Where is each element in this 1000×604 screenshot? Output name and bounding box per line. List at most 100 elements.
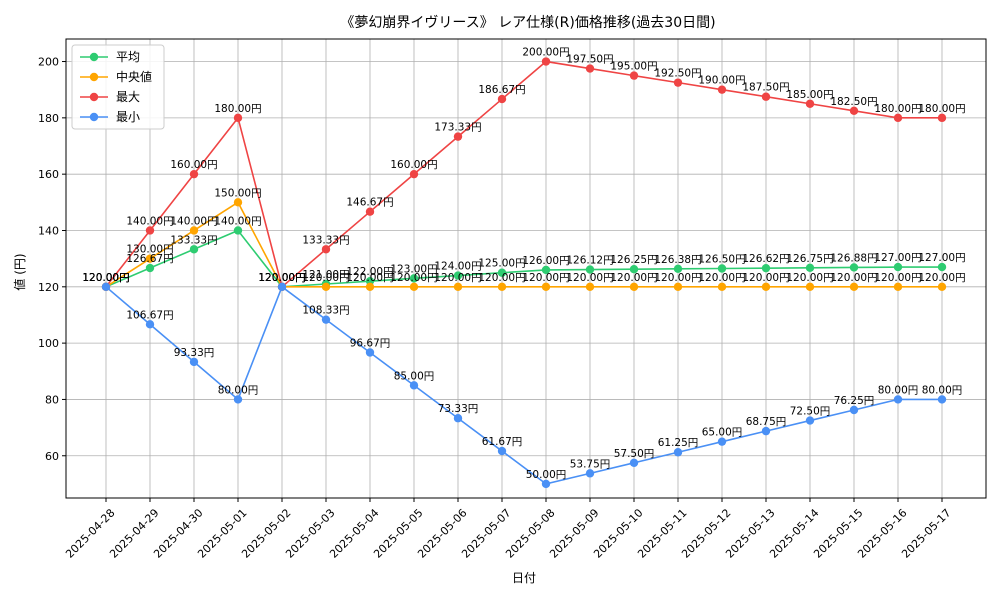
data-label: 80.00円 bbox=[218, 384, 259, 396]
data-label: 121.00円 bbox=[302, 269, 349, 281]
y-tick-label: 180 bbox=[38, 112, 59, 125]
data-label: 126.00円 bbox=[522, 255, 569, 267]
data-point bbox=[321, 282, 331, 292]
data-label: 53.75円 bbox=[570, 458, 611, 470]
data-point bbox=[233, 113, 243, 123]
data-label: 120.00円 bbox=[610, 272, 657, 284]
data-point bbox=[629, 71, 639, 80]
y-tick-label: 80 bbox=[45, 393, 59, 406]
y-tick-label: 120 bbox=[38, 281, 59, 294]
y-tick-label: 200 bbox=[38, 56, 59, 69]
data-label: 73.33円 bbox=[438, 403, 479, 415]
data-point bbox=[937, 395, 947, 404]
data-point bbox=[189, 226, 199, 235]
data-label: 76.25円 bbox=[834, 395, 875, 407]
data-point bbox=[189, 357, 199, 367]
legend-marker bbox=[89, 112, 99, 122]
data-label: 140.00円 bbox=[126, 215, 173, 227]
data-label: 120.00円 bbox=[566, 272, 613, 284]
data-label: 120.00円 bbox=[346, 272, 393, 284]
data-label: 80.00円 bbox=[922, 384, 963, 396]
data-point bbox=[717, 264, 727, 273]
data-point bbox=[893, 262, 903, 272]
data-point bbox=[497, 446, 507, 456]
data-point bbox=[189, 245, 199, 254]
data-point bbox=[673, 78, 683, 87]
y-tick-label: 60 bbox=[45, 450, 59, 463]
y-axis-label: 値 (円) bbox=[12, 253, 27, 290]
data-label: 126.62円 bbox=[742, 253, 789, 265]
data-point bbox=[673, 448, 683, 457]
data-point bbox=[277, 282, 287, 292]
y-tick-label: 100 bbox=[38, 337, 59, 350]
data-point bbox=[937, 282, 947, 292]
data-label: 120.00円 bbox=[698, 272, 745, 284]
data-label: 120.00円 bbox=[258, 272, 305, 284]
data-point bbox=[497, 94, 507, 104]
data-point bbox=[805, 282, 815, 292]
data-point bbox=[321, 245, 331, 254]
data-point bbox=[717, 282, 727, 292]
series-line-3 bbox=[105, 60, 942, 289]
data-point bbox=[761, 92, 771, 101]
series-line-1 bbox=[105, 229, 942, 288]
data-label: 120.00円 bbox=[82, 272, 129, 284]
data-point bbox=[409, 274, 419, 283]
data-label: 120.00円 bbox=[82, 272, 129, 284]
data-point bbox=[145, 226, 155, 235]
data-point bbox=[497, 282, 507, 292]
data-label: 126.88円 bbox=[830, 252, 877, 264]
data-point bbox=[673, 282, 683, 292]
data-label: 123.00円 bbox=[390, 263, 437, 275]
data-label: 120.00円 bbox=[82, 272, 129, 284]
data-label: 120.00円 bbox=[874, 272, 921, 284]
data-point bbox=[585, 64, 595, 73]
grid bbox=[66, 39, 986, 498]
data-point bbox=[717, 85, 727, 94]
data-label: 120.00円 bbox=[654, 272, 701, 284]
data-point bbox=[541, 57, 551, 66]
data-label: 127.00円 bbox=[874, 252, 921, 264]
data-labels: 120.00円126.67円133.33円140.00円120.00円121.0… bbox=[82, 47, 965, 481]
data-point bbox=[629, 282, 639, 292]
data-point bbox=[541, 479, 551, 489]
data-label: 93.33円 bbox=[174, 347, 215, 359]
data-point bbox=[189, 169, 199, 179]
data-label: 180.00円 bbox=[214, 103, 261, 115]
data-label: 65.00円 bbox=[702, 427, 743, 439]
legend-entry: 最大 bbox=[116, 90, 140, 104]
data-label: 106.67円 bbox=[126, 309, 173, 321]
data-point bbox=[453, 271, 463, 280]
data-label: 120.00円 bbox=[786, 272, 833, 284]
y-tick-label: 160 bbox=[38, 168, 59, 181]
data-point bbox=[145, 254, 155, 263]
data-point bbox=[321, 315, 331, 324]
data-point bbox=[453, 132, 463, 141]
chart-title: 《夢幻崩界イヴリース》 レア仕様(R)価格推移(過去30日間) bbox=[340, 14, 715, 31]
series-line-2 bbox=[105, 201, 942, 288]
data-point bbox=[849, 405, 859, 415]
legend-marker bbox=[89, 72, 99, 82]
legend-entry: 平均 bbox=[116, 50, 140, 64]
data-label: 133.33円 bbox=[170, 234, 217, 246]
data-label: 120.00円 bbox=[258, 272, 305, 284]
data-point bbox=[761, 426, 771, 436]
data-label: 50.00円 bbox=[526, 469, 567, 481]
data-point bbox=[365, 282, 375, 292]
data-label: 120.00円 bbox=[302, 272, 349, 284]
data-label: 173.33円 bbox=[434, 122, 481, 134]
data-point bbox=[761, 263, 771, 273]
data-label: 61.25円 bbox=[658, 437, 699, 449]
data-label: 120.00円 bbox=[258, 272, 305, 284]
data-label: 126.67円 bbox=[126, 253, 173, 265]
data-label: 125.00円 bbox=[478, 258, 525, 270]
data-label: 200.00円 bbox=[522, 47, 569, 59]
data-label: 108.33円 bbox=[302, 305, 349, 317]
data-label: 68.75円 bbox=[746, 416, 787, 428]
data-point bbox=[541, 265, 551, 275]
data-label: 160.00円 bbox=[170, 159, 217, 171]
data-point bbox=[805, 263, 815, 272]
x-axis-label: 日付 bbox=[512, 571, 536, 585]
data-label: 61.67円 bbox=[482, 436, 523, 448]
